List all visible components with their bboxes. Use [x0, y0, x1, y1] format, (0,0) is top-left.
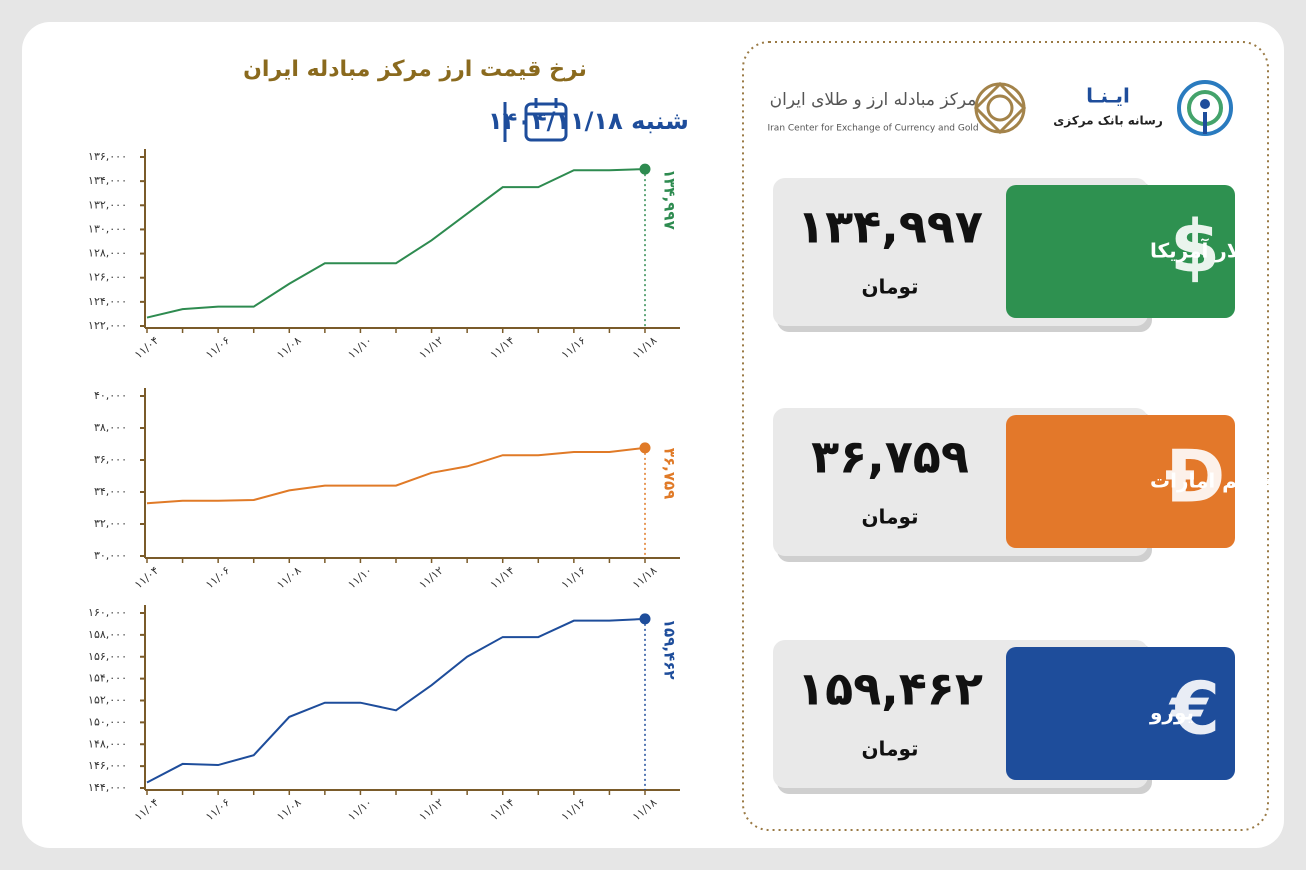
- center-logo-en: Iran Center for Exchange of Currency and…: [767, 124, 978, 134]
- y-tick-label: ۱۲۸,۰۰۰: [88, 247, 127, 260]
- irna-icon: [1177, 80, 1233, 136]
- line: [146, 446, 646, 505]
- point: [639, 163, 651, 175]
- card-unit: تومان: [861, 275, 918, 299]
- card-unit: تومان: [861, 737, 918, 761]
- center-logo: مرکز مبادله ارز و طلای ایران: [770, 90, 977, 110]
- card-badge: [1006, 415, 1235, 548]
- y-tick-label: ۱۳۶,۰۰۰: [88, 150, 127, 163]
- y-tick-label: ۴۰,۰۰۰: [94, 389, 127, 402]
- y-tick-label: ۳۴,۰۰۰: [94, 485, 127, 498]
- date: شنبه ۱۴۰۴/۱۱/۱۸: [488, 107, 689, 135]
- calendar-icon: [524, 98, 568, 142]
- y-tick-label: ۳۶,۰۰۰: [94, 453, 127, 466]
- line: [146, 168, 646, 319]
- center-icon: [973, 81, 1027, 135]
- point: [639, 613, 651, 625]
- card-name: دلار آمریکا: [1150, 238, 1252, 263]
- card-badge: [1006, 185, 1235, 318]
- y-tick-label: ۱۵۸,۰۰۰: [88, 628, 127, 641]
- irna-logo: ایـنـا: [1086, 84, 1130, 108]
- card-unit: تومان: [861, 505, 918, 529]
- card-value: ۱۳۴,۹۹۷: [797, 200, 983, 254]
- card-name: یورو: [1149, 701, 1194, 725]
- y-tick-label: ۱۵۴,۰۰۰: [88, 672, 127, 685]
- title: نرخ قیمت ارز مرکز مبادله ایران: [243, 57, 587, 82]
- line: [146, 617, 646, 784]
- card-name: درهم امارات: [1150, 469, 1274, 493]
- y-tick-label: ۱۴۴,۰۰۰: [88, 781, 127, 794]
- card-value: ۳۶,۷۵۹: [811, 430, 969, 484]
- card-badge: [1006, 647, 1235, 780]
- y-tick-label: ۱۳۴,۰۰۰: [88, 174, 127, 187]
- y-tick-label: ۱۴۸,۰۰۰: [88, 737, 127, 750]
- y-tick-label: ۱۴۶,۰۰۰: [88, 759, 127, 772]
- y-tick-label: ۱۵۶,۰۰۰: [88, 650, 127, 663]
- card-symbol: Đ: [1165, 435, 1225, 519]
- y-tick-label: ۱۳۲,۰۰۰: [88, 198, 127, 211]
- y-tick-label: ۱۲۶,۰۰۰: [88, 271, 127, 284]
- y-tick-label: ۱۲۲,۰۰۰: [88, 319, 127, 332]
- value-label: ۳۶,۷۵۹: [661, 448, 679, 499]
- y-tick-label: ۳۰,۰۰۰: [94, 549, 127, 562]
- y-tick-label: ۳۸,۰۰۰: [94, 421, 127, 434]
- card-value: ۱۵۹,۴۶۲: [797, 662, 983, 716]
- y-tick-label: ۱۳۰,۰۰۰: [88, 222, 127, 235]
- card-symbol: $: [1170, 205, 1220, 289]
- irna-sub: رسانه بانک مرکزی: [1053, 114, 1163, 128]
- value-label: ۱۳۴,۹۹۷: [661, 169, 679, 230]
- y-tick-label: ۱۵۲,۰۰۰: [88, 694, 127, 707]
- point: [639, 442, 651, 454]
- card-symbol: €: [1168, 667, 1220, 751]
- y-tick-label: ۱۲۴,۰۰۰: [88, 295, 127, 308]
- y-tick-label: ۱۶۰,۰۰۰: [88, 606, 127, 619]
- y-tick-label: ۳۲,۰۰۰: [94, 517, 127, 530]
- value-label: ۱۵۹,۴۶۲: [661, 619, 679, 680]
- y-tick-label: ۱۵۰,۰۰۰: [88, 715, 127, 728]
